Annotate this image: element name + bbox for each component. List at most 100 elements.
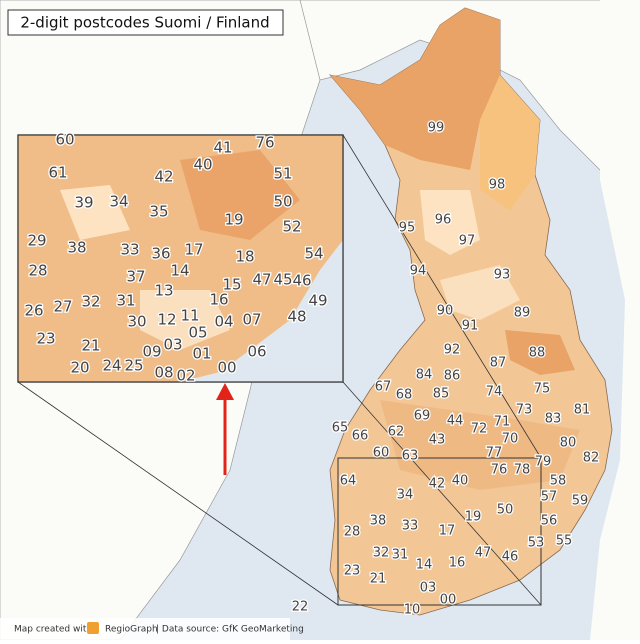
inset-postcode-label: 36 bbox=[151, 245, 170, 263]
postcode-label: 65 bbox=[332, 421, 349, 436]
postcode-label: 97 bbox=[459, 234, 476, 249]
postcode-label: 28 bbox=[344, 525, 361, 540]
inset-border bbox=[17, 134, 344, 383]
postcode-label: 53 bbox=[528, 536, 545, 551]
footer-bg bbox=[0, 618, 290, 640]
inset-postcode-label: 34 bbox=[109, 193, 128, 211]
postcode-label: 44 bbox=[447, 414, 464, 429]
inset-postcode-label: 05 bbox=[188, 324, 207, 342]
inset-labels: 60 41 76 61 40 42 51 39 34 35 50 19 52 29 38 33 36 17 18 54… bbox=[23, 129, 329, 386]
postcode-label: 59 bbox=[572, 494, 589, 509]
postcode-label: 55 bbox=[556, 534, 573, 549]
inset-postcode-label: 12 bbox=[157, 311, 176, 329]
norway-land bbox=[299, 0, 640, 191]
postcode-label: 40 bbox=[452, 474, 469, 489]
region-patch bbox=[505, 330, 575, 375]
inset-postcode-label: 42 bbox=[154, 168, 173, 186]
inset-postcode-label: 30 bbox=[127, 313, 146, 331]
inset-postcode-label: 41 bbox=[213, 139, 232, 157]
inset-postcode-label: 27 bbox=[53, 298, 72, 316]
inset-postcode-label: 16 bbox=[209, 291, 228, 309]
postcode-label: 60 bbox=[373, 446, 390, 461]
postcode-label: 43 bbox=[429, 433, 446, 448]
postcode-label: 95 bbox=[399, 221, 416, 236]
inset-postcode-label: 38 bbox=[67, 239, 86, 257]
region-patch bbox=[420, 190, 480, 255]
title-box bbox=[7, 9, 284, 36]
brand-icon bbox=[87, 622, 99, 634]
postcode-label: 78 bbox=[514, 463, 531, 478]
postcode-label: 96 bbox=[435, 213, 452, 228]
region-patch bbox=[440, 265, 520, 320]
postcode-label: 80 bbox=[560, 436, 577, 451]
postcode-label: 71 bbox=[494, 415, 511, 430]
inset-postcode-label: 37 bbox=[126, 268, 145, 286]
inset-postcode-label: 25 bbox=[124, 357, 143, 375]
postcode-label: 10 bbox=[404, 603, 421, 618]
inset-postcode-label: 54 bbox=[304, 245, 323, 263]
postcode-label: 93 bbox=[494, 268, 511, 283]
main-labels: 99 98 96 95 97 93 94 90 91 89 92 88 87 84 86 67 68 85 74 75… bbox=[290, 119, 600, 619]
inset-postcode-label: 04 bbox=[214, 313, 233, 331]
inset-postcode-label: 26 bbox=[24, 302, 43, 320]
inset-postcode-label: 18 bbox=[235, 248, 254, 266]
postcode-label: 82 bbox=[583, 451, 600, 466]
postcode-label: 83 bbox=[545, 412, 562, 427]
inset-postcode-label: 01 bbox=[192, 345, 211, 363]
postcode-label: 32 bbox=[373, 546, 390, 561]
postcode-label: 22 bbox=[292, 600, 309, 615]
postcode-label: 33 bbox=[402, 519, 419, 534]
postcode-label: 00 bbox=[440, 593, 457, 608]
postcode-label: 58 bbox=[550, 474, 567, 489]
postcode-label: 81 bbox=[574, 403, 591, 418]
postcode-label: 62 bbox=[388, 425, 405, 440]
postcode-label: 56 bbox=[541, 514, 558, 529]
postcode-label: 46 bbox=[502, 550, 519, 565]
inset-postcode-label: 50 bbox=[273, 193, 292, 211]
postcode-label: 17 bbox=[439, 524, 456, 539]
postcode-label: 38 bbox=[370, 514, 387, 529]
postcode-label: 19 bbox=[465, 510, 482, 525]
postcode-label: 03 bbox=[420, 581, 437, 596]
title: 2-digit postcodes Suomi / Finland bbox=[20, 14, 269, 32]
region-patch bbox=[180, 150, 300, 240]
postcode-label: 92 bbox=[444, 343, 461, 358]
postcode-label: 34 bbox=[397, 488, 414, 503]
inset-postcode-label: 00 bbox=[217, 359, 236, 377]
postcode-label: 67 bbox=[375, 380, 392, 395]
inset-postcode-label: 48 bbox=[287, 308, 306, 326]
inset-postcode-label: 40 bbox=[193, 156, 212, 174]
inset-postcode-label: 32 bbox=[81, 293, 100, 311]
postcode-label: 31 bbox=[392, 548, 409, 563]
inset-postcode-label: 45 bbox=[273, 271, 292, 289]
postcode-label: 69 bbox=[414, 409, 431, 424]
postcode-label: 72 bbox=[471, 422, 488, 437]
postcode-label: 42 bbox=[429, 477, 446, 492]
postcode-label: 79 bbox=[535, 455, 552, 470]
inset-postcode-label: 06 bbox=[247, 343, 266, 361]
inset-postcode-label: 21 bbox=[81, 337, 100, 355]
inset-postcode-label: 09 bbox=[142, 343, 161, 361]
inset-postcode-label: 14 bbox=[170, 262, 189, 280]
postcode-label: 14 bbox=[416, 558, 433, 573]
postcode-label: 66 bbox=[352, 429, 369, 444]
footer-brand: RegioGraph bbox=[105, 625, 158, 635]
inset-postcode-label: 29 bbox=[27, 232, 46, 250]
postcode-label: 85 bbox=[433, 387, 450, 402]
inset-postcode-label: 24 bbox=[102, 357, 121, 375]
detail-frame bbox=[337, 457, 542, 606]
postcode-label: 88 bbox=[529, 346, 546, 361]
postcode-label: 70 bbox=[502, 432, 519, 447]
postcode-label: 68 bbox=[396, 388, 413, 403]
postcode-label: 89 bbox=[514, 306, 531, 321]
inset-postcode-label: 08 bbox=[154, 364, 173, 382]
inset-postcode-label: 61 bbox=[48, 164, 67, 182]
inset-postcode-label: 46 bbox=[292, 272, 311, 290]
inset-postcode-label: 76 bbox=[255, 134, 274, 152]
postcode-label: 75 bbox=[534, 382, 551, 397]
postcode-label: 99 bbox=[428, 121, 445, 136]
postcode-label: 98 bbox=[489, 178, 506, 193]
inset-postcode-label: 15 bbox=[222, 276, 241, 294]
inset-postcode-label: 47 bbox=[252, 271, 271, 289]
inset-postcode-label: 07 bbox=[242, 311, 261, 329]
